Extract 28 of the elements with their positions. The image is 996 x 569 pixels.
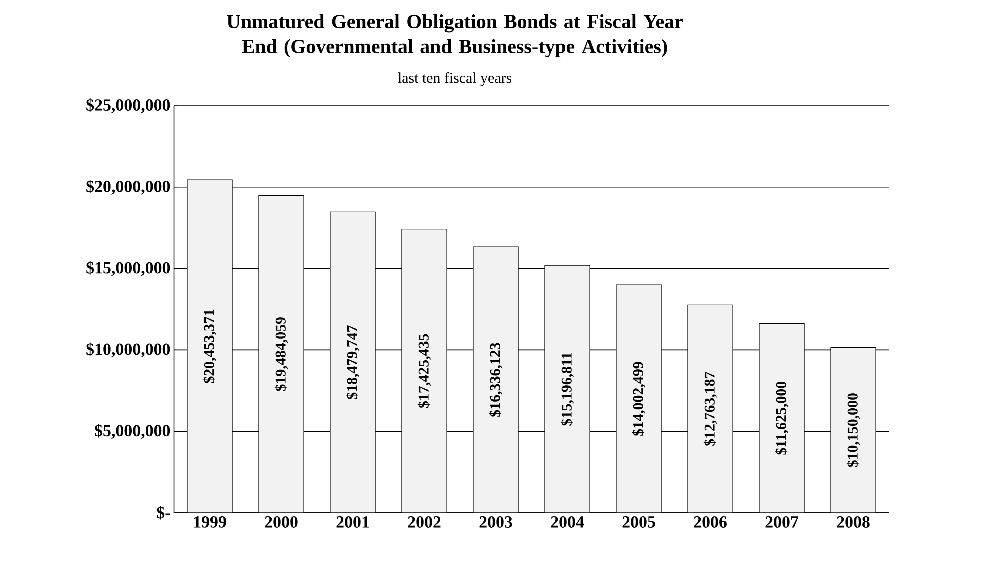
y-tick-label: $20,000,000 bbox=[86, 180, 170, 195]
data-label: $19,484,059 bbox=[274, 318, 288, 392]
data-label: $15,196,811 bbox=[560, 353, 574, 426]
data-label: $10,150,000 bbox=[846, 394, 860, 468]
x-tick-label: 2005 bbox=[622, 516, 656, 528]
y-tick-label: $10,000,000 bbox=[86, 342, 170, 358]
chart-title: Unmatured General Obligation Bonds at Fiscal Year End (Governmental and Business-type Activities) bbox=[227, 14, 683, 58]
x-tick-label: 2006 bbox=[694, 516, 727, 528]
x-tick-label: 2003 bbox=[480, 516, 512, 528]
data-label: $16,336,123 bbox=[489, 343, 503, 417]
y-tick-label: $5,000,000 bbox=[95, 424, 170, 440]
data-label: $12,763,187 bbox=[704, 372, 718, 446]
data-label: $20,453,371 bbox=[203, 310, 217, 384]
x-tick-label: 2004 bbox=[551, 516, 584, 528]
x-tick-label: 1999 bbox=[194, 516, 226, 528]
x-tick-label: 2001 bbox=[336, 516, 370, 528]
y-tick-label: $15,000,000 bbox=[86, 261, 170, 276]
chart-subtitle: last ten fiscal years bbox=[398, 72, 512, 86]
y-tick-label: $25,000,000 bbox=[86, 98, 170, 114]
x-tick-label: 2000 bbox=[265, 516, 298, 528]
data-label: $18,479,747 bbox=[346, 326, 360, 400]
data-label: $11,625,000 bbox=[775, 382, 789, 455]
x-tick-label: 2002 bbox=[408, 516, 441, 528]
data-label: $17,425,435 bbox=[418, 334, 432, 408]
x-tick-label: 2008 bbox=[837, 516, 870, 528]
data-label: $14,002,499 bbox=[632, 362, 646, 436]
y-tick-label: $- bbox=[157, 506, 170, 520]
x-tick-label: 2007 bbox=[766, 516, 799, 528]
